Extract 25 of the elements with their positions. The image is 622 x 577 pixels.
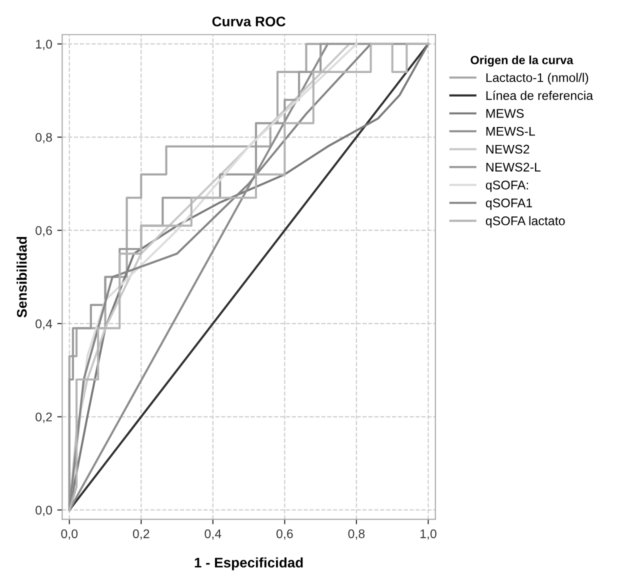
legend-label: Línea de referencia [486,90,594,100]
y-tick-label: 0,2 [36,412,52,423]
chart-title: Curva ROC [212,16,286,26]
legend-label: qSOFA lactato [486,216,565,228]
y-tick-label: 0,4 [36,319,52,330]
legend-title: Origen de la curva [470,56,574,67]
y-tick-label: 0,6 [36,226,52,236]
legend-label: qSOFA: [486,180,528,192]
x-tick-label: 0,2 [132,529,150,540]
x-tick-label: 0,6 [276,529,293,540]
x-tick-label: 0,4 [204,529,222,540]
y-tick-label: 0,0 [36,506,52,516]
y-tick-label: 0,8 [36,132,52,144]
legend-label: MEWS-L [486,126,535,136]
legend-label: qSOFA1 [486,198,532,210]
x-tick-label: 1,0 [420,529,436,540]
legend-label: MEWS [486,109,524,118]
x-axis-title: 1 - Especificidad [194,557,303,570]
legend-label: NEWS2-L [486,162,541,172]
y-axis-title: Sensibilidad [16,236,27,318]
legend-label: Lactacto-1 (nmol/l) [486,72,588,85]
x-tick-label: 0,0 [61,529,78,540]
y-tick-label: 1,0 [36,40,52,50]
x-tick-label: 0,8 [348,529,365,540]
legend-label: NEWS2 [486,144,530,154]
